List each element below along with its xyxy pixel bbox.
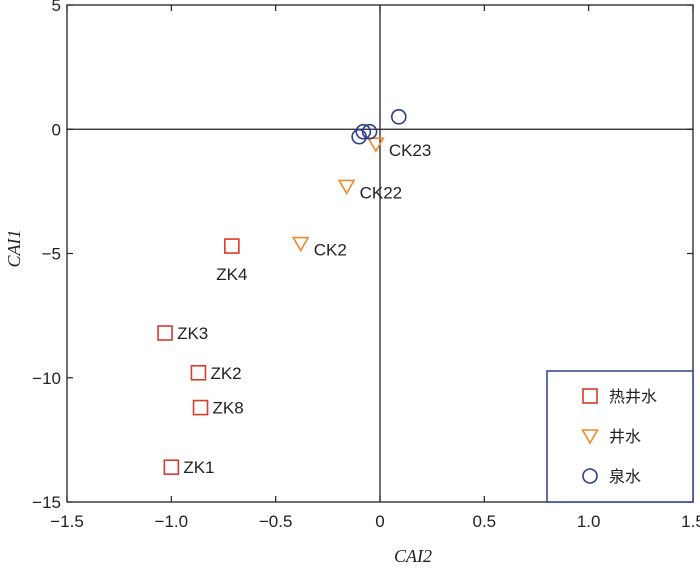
data-point-square xyxy=(224,238,240,254)
data-point-label: CK23 xyxy=(389,141,432,160)
legend-box xyxy=(546,370,694,503)
data-point-circle xyxy=(361,123,378,140)
x-tick-label: 0.5 xyxy=(473,512,497,531)
data-point-triangle-down xyxy=(337,179,356,196)
x-tick-label: 1.5 xyxy=(681,512,700,531)
legend-label: 热井水 xyxy=(609,387,657,406)
data-point-label: ZK4 xyxy=(216,265,247,284)
data-point-label: CK22 xyxy=(360,183,403,202)
x-axis-title: CAI2 xyxy=(394,546,432,566)
legend-marker-square xyxy=(582,388,598,404)
data-point-square xyxy=(163,459,180,476)
x-tick-label: −1.0 xyxy=(155,512,189,531)
data-point-triangle-down xyxy=(366,137,385,153)
data-point-circle xyxy=(390,109,407,125)
y-tick-label: −10 xyxy=(32,369,61,388)
data-point-circle xyxy=(355,123,372,140)
y-tick-label: −5 xyxy=(42,245,61,264)
data-point-square xyxy=(190,364,207,381)
data-point-circle xyxy=(351,128,367,145)
data-point-square xyxy=(157,325,173,341)
x-tick-label: 0 xyxy=(375,512,384,531)
legend-label: 泉水 xyxy=(609,467,641,486)
y-tick-label: −15 xyxy=(32,493,61,512)
y-axis-title: CAI1 xyxy=(4,230,24,268)
x-tick-label: −1.5 xyxy=(50,512,84,531)
x-tick-label: 1.0 xyxy=(577,512,601,531)
data-point-label: ZK8 xyxy=(213,399,244,418)
y-tick-label: 0 xyxy=(52,120,61,139)
legend-marker-triangle-down xyxy=(581,429,599,445)
legend-label: 井水 xyxy=(609,427,641,446)
y-tick-label: 5 xyxy=(52,0,61,15)
data-point-label: ZK1 xyxy=(183,458,214,477)
data-point-triangle-down xyxy=(291,236,310,253)
legend-marker-circle xyxy=(582,468,598,484)
data-point-label: CK2 xyxy=(314,241,347,260)
data-point-label: ZK3 xyxy=(177,324,208,343)
data-point-square xyxy=(192,399,209,416)
x-tick-label: −0.5 xyxy=(259,512,293,531)
data-point-label: ZK2 xyxy=(210,364,241,383)
